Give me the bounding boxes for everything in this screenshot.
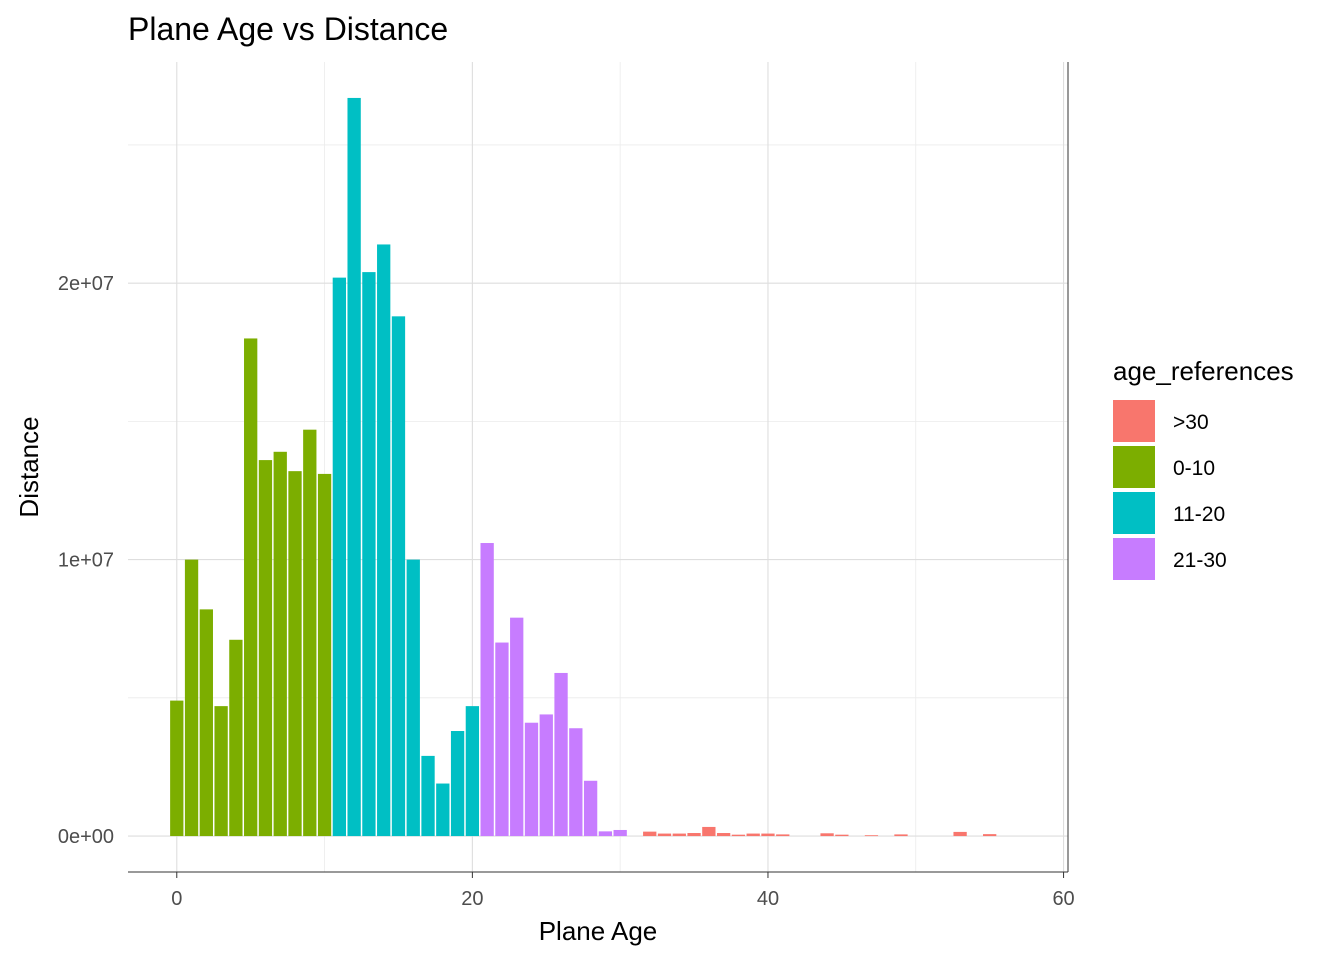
legend-label: >30 [1173, 411, 1209, 434]
bar [835, 834, 849, 837]
bar [820, 833, 834, 837]
bar [362, 272, 376, 837]
x-tick-label: 40 [757, 888, 779, 910]
axes-layer: 0 20 40 60 0e+00 1e+07 2e+07 [58, 62, 1075, 910]
legend-label: 11-20 [1173, 503, 1225, 526]
bar [170, 700, 184, 837]
bars-layer [170, 97, 997, 837]
bar [894, 834, 908, 837]
bar [303, 429, 317, 837]
bar [672, 833, 686, 837]
legend: age_references >30 0-10 11-20 21-30 [1113, 356, 1294, 580]
y-axis-title: Distance [14, 416, 44, 517]
bar [524, 722, 539, 837]
bar [391, 316, 406, 837]
bar [702, 826, 716, 837]
bar [864, 835, 879, 837]
bar [746, 833, 760, 837]
legend-label: 0-10 [1173, 457, 1215, 480]
legend-swatch [1113, 538, 1155, 580]
bar [465, 706, 480, 837]
bar [643, 831, 657, 837]
legend-label: 21-30 [1173, 549, 1227, 572]
bar [495, 642, 509, 837]
bar [716, 833, 731, 837]
bar [184, 559, 199, 837]
bar [613, 829, 627, 837]
bar [421, 755, 435, 837]
bar [598, 831, 613, 837]
bar [288, 471, 302, 837]
bar [377, 244, 391, 837]
bar [450, 731, 465, 837]
bar [347, 97, 361, 837]
bar [761, 833, 775, 837]
legend-title: age_references [1113, 356, 1294, 386]
y-tick-label: 2e+07 [58, 273, 114, 295]
bar [244, 338, 258, 837]
x-tick-label: 60 [1052, 888, 1074, 910]
legend-swatch [1113, 492, 1155, 534]
bar [657, 833, 672, 837]
bar [776, 834, 790, 837]
bar [731, 834, 746, 837]
x-tick-label: 0 [171, 888, 182, 910]
x-axis-title: Plane Age [539, 916, 658, 946]
bar [583, 780, 598, 837]
y-tick-label: 1e+07 [58, 550, 114, 572]
bar [510, 617, 524, 837]
bar [436, 783, 450, 837]
bar [258, 460, 273, 837]
bar [406, 559, 420, 837]
bar [199, 609, 213, 837]
bar [317, 473, 332, 837]
bar [983, 834, 997, 837]
bar [953, 831, 967, 837]
legend-swatch [1113, 400, 1155, 442]
bar [687, 833, 701, 837]
bar [332, 277, 347, 837]
bar [214, 706, 228, 837]
bar [480, 543, 494, 837]
chart-title: Plane Age vs Distance [128, 11, 448, 47]
bar [273, 451, 287, 837]
bar [554, 672, 568, 837]
bar [539, 714, 553, 837]
legend-swatch [1113, 446, 1155, 488]
x-tick-label: 20 [461, 888, 483, 910]
y-tick-label: 0e+00 [58, 826, 114, 848]
bar [229, 639, 243, 837]
bar [569, 728, 583, 837]
